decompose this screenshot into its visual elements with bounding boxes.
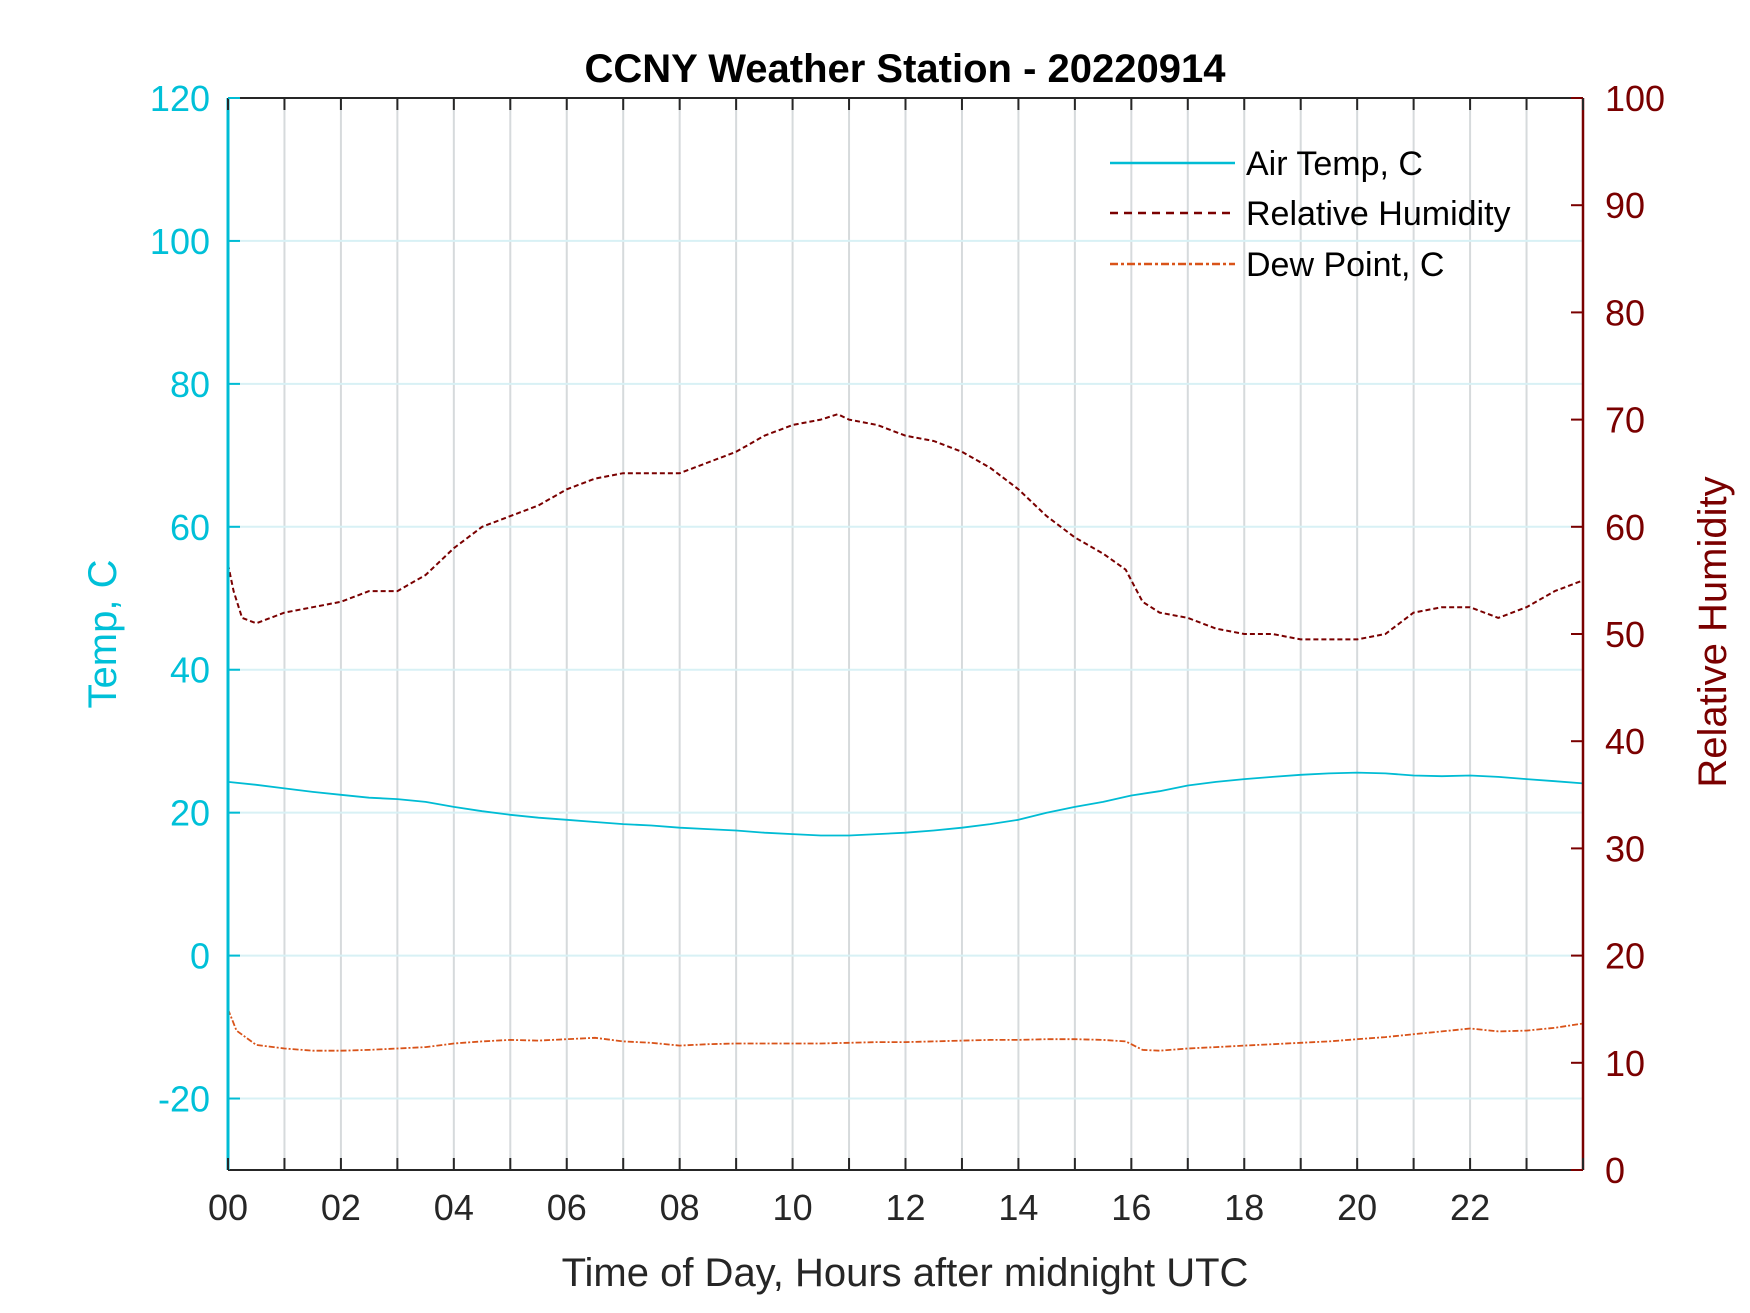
series-line-0 bbox=[227, 771, 1584, 837]
y-left-tick-label: 120 bbox=[150, 78, 210, 119]
y-left-tick-label: 80 bbox=[170, 364, 210, 405]
tick-labels: 00 02 04 06 08 10 12 14 16 18 20 22-200204060801001… bbox=[150, 78, 1665, 1228]
series-group bbox=[227, 413, 1584, 1052]
x-tick-label: 02 bbox=[321, 1187, 361, 1228]
x-tick-label: 10 bbox=[773, 1187, 813, 1228]
y-right-tick-label: 80 bbox=[1605, 292, 1645, 333]
x-tick-label: 16 bbox=[1111, 1187, 1151, 1228]
y-left-tick-label: -20 bbox=[158, 1079, 210, 1120]
y-right-tick-label: 0 bbox=[1605, 1150, 1625, 1191]
x-tick-label: 20 bbox=[1337, 1187, 1377, 1228]
x-axis-label: Time of Day, Hours after midnight UTC bbox=[562, 1251, 1249, 1295]
legend-label-relative-humidity: Relative Humidity bbox=[1246, 195, 1511, 233]
legend: Air Temp, C Relative Humidity Dew Point,… bbox=[1110, 145, 1511, 284]
y-right-tick-label: 40 bbox=[1605, 721, 1645, 762]
x-tick-label: 00 bbox=[208, 1187, 248, 1228]
chart-title: CCNY Weather Station - 20220914 bbox=[585, 47, 1227, 91]
legend-label-air-temp: Air Temp, C bbox=[1246, 145, 1423, 183]
x-tick-label: 08 bbox=[660, 1187, 700, 1228]
y-right-tick-label: 100 bbox=[1605, 78, 1665, 119]
y-left-axis-label: Temp, C bbox=[81, 560, 125, 709]
axes bbox=[226, 97, 1585, 1171]
x-tick-label: 06 bbox=[547, 1187, 587, 1228]
x-tick-label: 12 bbox=[885, 1187, 925, 1228]
series-line-1 bbox=[227, 413, 1584, 641]
y-left-tick-label: 100 bbox=[150, 221, 210, 262]
y-left-tick-label: 60 bbox=[170, 507, 210, 548]
grid bbox=[228, 98, 1583, 1170]
y-right-axis-label: Relative Humidity bbox=[1691, 476, 1735, 787]
series-line-2 bbox=[227, 1008, 1584, 1052]
y-right-tick-label: 30 bbox=[1605, 828, 1645, 869]
x-tick-label: 18 bbox=[1224, 1187, 1264, 1228]
y-right-tick-label: 70 bbox=[1605, 400, 1645, 441]
y-right-tick-label: 60 bbox=[1605, 507, 1645, 548]
y-right-tick-label: 50 bbox=[1605, 614, 1645, 655]
y-right-tick-label: 10 bbox=[1605, 1043, 1645, 1084]
x-tick-label: 14 bbox=[998, 1187, 1038, 1228]
legend-label-dew-point: Dew Point, C bbox=[1246, 246, 1444, 284]
y-left-tick-label: 20 bbox=[170, 793, 210, 834]
y-left-tick-label: 0 bbox=[190, 936, 210, 977]
y-right-tick-label: 20 bbox=[1605, 936, 1645, 977]
y-right-tick-label: 90 bbox=[1605, 185, 1645, 226]
x-tick-label: 22 bbox=[1450, 1187, 1490, 1228]
x-tick-label: 04 bbox=[434, 1187, 474, 1228]
y-left-tick-label: 40 bbox=[170, 650, 210, 691]
